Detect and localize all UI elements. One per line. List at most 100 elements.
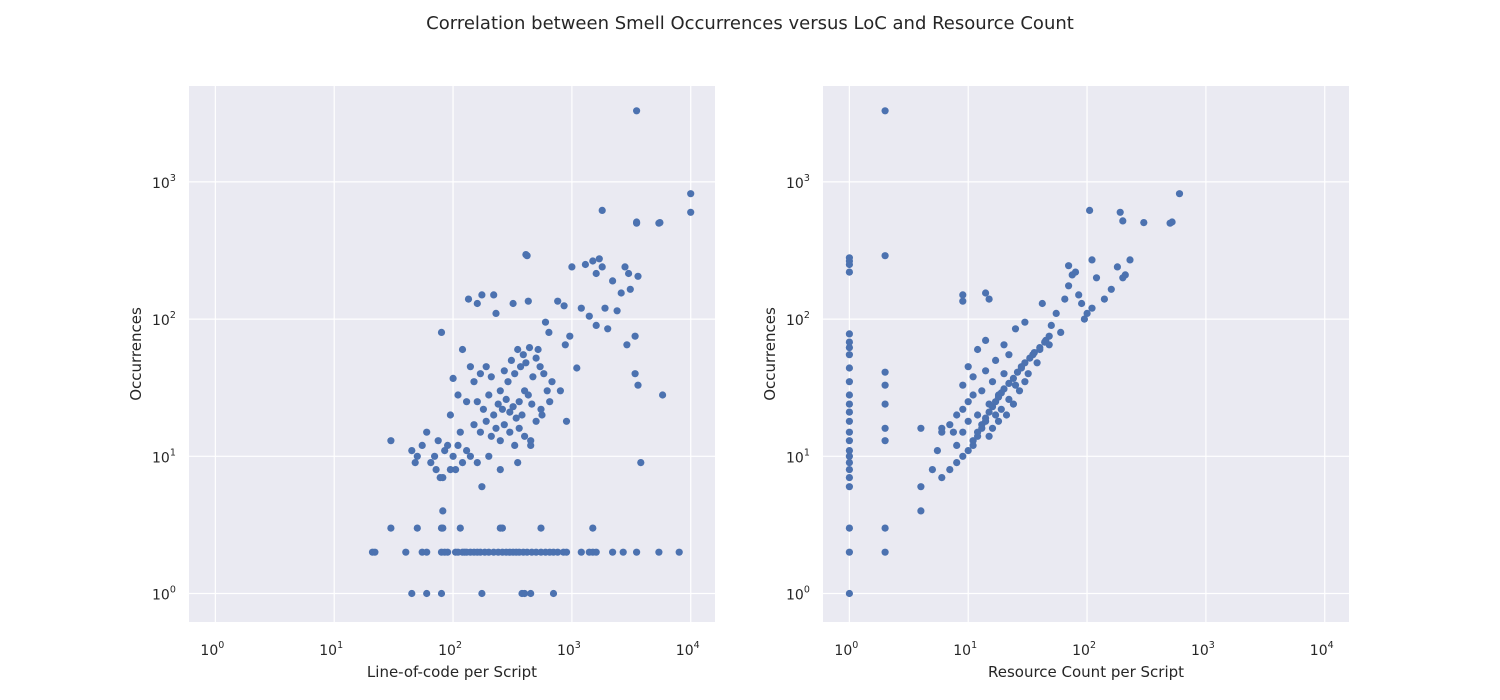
left-data-point	[634, 272, 642, 280]
left-data-point	[511, 370, 519, 378]
left-data-point	[494, 400, 502, 408]
right-data-point	[845, 459, 854, 467]
right-data-point	[992, 411, 1000, 419]
left-data-point	[432, 466, 440, 474]
right-data-point	[917, 483, 925, 491]
right-data-point	[845, 330, 854, 338]
left-data-point	[504, 378, 512, 386]
tick-base: 10	[319, 643, 337, 659]
right-data-point	[845, 524, 854, 532]
right-data-point	[1092, 274, 1101, 282]
left-data-point	[470, 421, 478, 429]
left-data-point	[490, 291, 498, 299]
tick-exponent: 1	[971, 640, 977, 651]
tick-base: 10	[1072, 643, 1090, 659]
left-data-point	[387, 437, 395, 445]
left-data-point	[626, 285, 634, 293]
left-data-point	[441, 447, 449, 455]
left-data-point	[454, 441, 462, 449]
left-data-point	[511, 441, 519, 449]
right-data-point	[881, 424, 889, 432]
right-data-point	[959, 405, 967, 413]
left-data-point	[634, 381, 642, 389]
left-x-tick-label: 102	[438, 640, 462, 659]
left-x-axis-label: Line-of-code per Script	[367, 663, 537, 681]
left-data-point	[601, 304, 609, 312]
right-data-point	[1083, 309, 1091, 317]
right-plot-area	[823, 86, 1349, 622]
left-data-point	[411, 459, 419, 467]
left-data-point	[458, 459, 467, 467]
left-data-point	[631, 370, 639, 378]
left-data-point	[562, 417, 571, 425]
left-data-point	[434, 437, 442, 445]
left-data-point	[485, 452, 493, 460]
right-data-point	[978, 421, 986, 429]
left-data-point	[509, 403, 517, 411]
left-data-point	[532, 354, 540, 362]
right-data-point	[1065, 282, 1073, 290]
right-data-point	[1116, 208, 1124, 216]
right-x-tick-label: 101	[953, 640, 977, 659]
right-y-axis-label: Occurrences	[761, 307, 779, 401]
right-data-point	[1011, 381, 1020, 389]
tick-exponent: 0	[804, 585, 810, 596]
right-data-point	[1011, 325, 1020, 333]
right-data-point	[1061, 295, 1069, 303]
tick-exponent: 3	[1209, 640, 1215, 651]
right-data-point	[982, 367, 990, 375]
left-data-point	[562, 548, 571, 556]
tick-base: 10	[438, 643, 456, 659]
left-data-point	[528, 400, 536, 408]
right-data-point	[1126, 256, 1134, 264]
right-data-point	[845, 254, 854, 262]
left-data-point	[452, 466, 460, 474]
left-data-point	[423, 548, 431, 556]
left-points	[368, 107, 695, 598]
left-data-point	[473, 398, 481, 406]
right-data-point	[946, 421, 954, 429]
right-data-point	[1057, 328, 1065, 336]
right-data-point	[1100, 295, 1108, 303]
left-data-point	[463, 447, 471, 455]
left-data-point	[514, 459, 522, 467]
right-data-point	[881, 107, 889, 115]
left-data-point	[463, 398, 471, 406]
right-data-point	[1021, 359, 1029, 367]
left-data-point	[631, 332, 639, 340]
left-data-point	[402, 548, 410, 556]
left-data-point	[439, 507, 447, 515]
left-data-point	[589, 257, 597, 265]
left-data-point	[619, 548, 627, 556]
right-data-point	[974, 345, 982, 354]
right-data-point	[959, 297, 967, 305]
left-data-point	[446, 411, 454, 419]
left-data-point	[609, 548, 617, 556]
right-data-point	[1000, 341, 1008, 349]
left-data-point	[541, 318, 550, 326]
left-data-point	[687, 190, 695, 198]
left-data-point	[655, 548, 663, 556]
left-data-point	[538, 411, 546, 419]
right-data-point	[1009, 374, 1018, 382]
left-data-point	[487, 432, 495, 440]
left-data-point	[524, 391, 532, 399]
left-data-point	[482, 363, 490, 371]
tick-exponent: 4	[1328, 640, 1334, 651]
right-data-point	[845, 548, 854, 556]
left-data-point	[687, 208, 695, 216]
left-data-point	[546, 398, 554, 406]
left-data-point	[613, 307, 621, 315]
right-data-point	[845, 589, 854, 598]
right-data-point	[982, 289, 990, 297]
left-data-point	[534, 345, 542, 354]
tick-exponent: 2	[170, 310, 176, 321]
left-y-tick-label: 101	[152, 447, 176, 466]
left-data-point	[506, 408, 514, 416]
right-data-point	[1017, 364, 1025, 372]
right-data-point	[1078, 299, 1086, 308]
left-data-point	[431, 452, 439, 460]
